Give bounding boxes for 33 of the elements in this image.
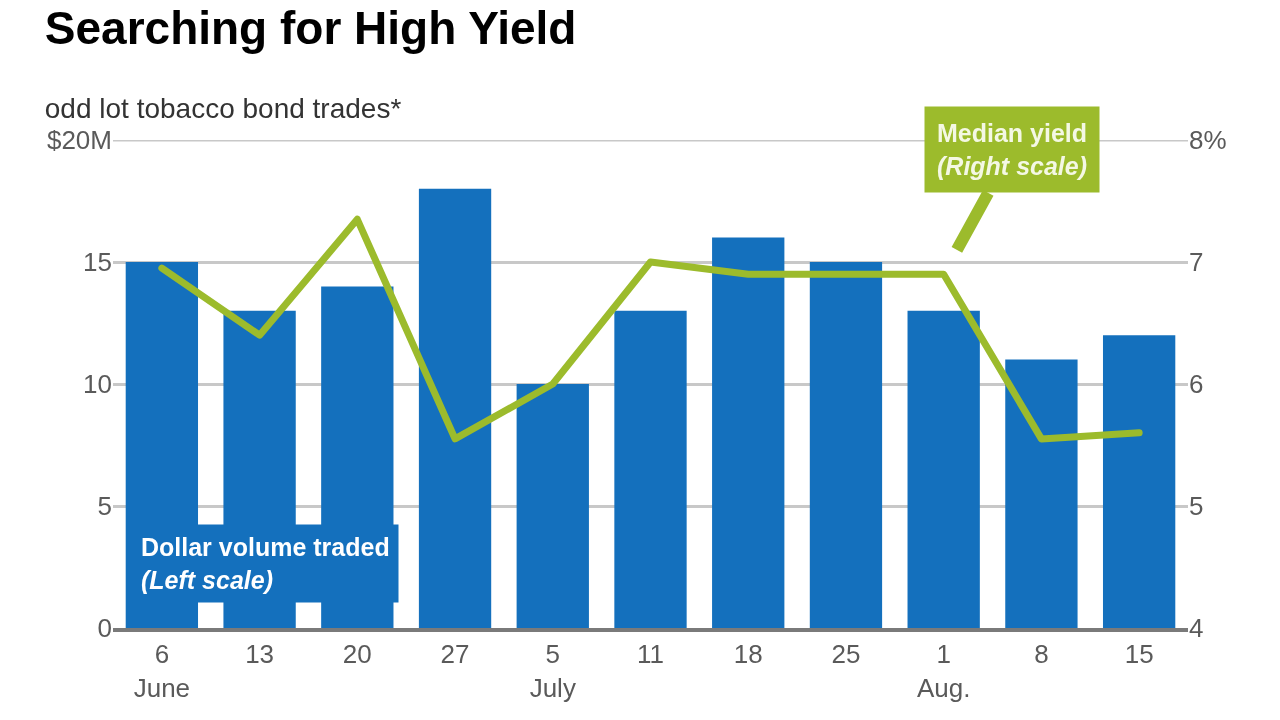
x-tick-label: 6 June [133,639,191,703]
y2-tick-label: 7 [1189,247,1204,278]
x-tick-label: 27 [440,639,470,670]
y-tick-label: 5 [97,491,112,522]
y2-tick-label: 5 [1189,491,1204,522]
y2-tick-label: 6 [1189,369,1204,400]
x-tick-label: 25 [831,639,861,670]
bar [516,384,589,628]
bar [1005,359,1078,628]
y2-tick-label: 8% [1189,125,1227,156]
x-tick-label: 13 [245,639,275,670]
chart-subtitle: odd lot tobacco bond trades* [44,93,402,125]
y2-tick-label: 4 [1189,613,1204,644]
y-tick-label: 10 [83,369,112,400]
bar [1102,335,1176,628]
x-tick-label: 5 July [529,639,576,703]
bar [712,237,785,628]
bar [809,262,883,628]
x-tick-label: 20 [342,639,372,670]
x-tick-label: 15 [1124,639,1154,670]
bar [907,310,980,628]
series-label: Dollar volume traded (Left scale) [141,533,390,594]
x-tick-label: 11 [637,639,664,670]
y-tick-label: $20M [46,125,112,156]
x-tick-label: 18 [733,639,763,670]
chart-title: Searching for High Yield [44,1,577,54]
text: Median yield (Right scale) [937,119,1088,180]
x-tick-label: 1 Aug. [916,639,971,703]
y-tick-label: 0 [97,613,112,644]
x-tick-label: 8 [1034,639,1049,670]
bar [614,310,687,628]
bar [418,188,492,628]
y-tick-label: 15 [83,247,112,278]
